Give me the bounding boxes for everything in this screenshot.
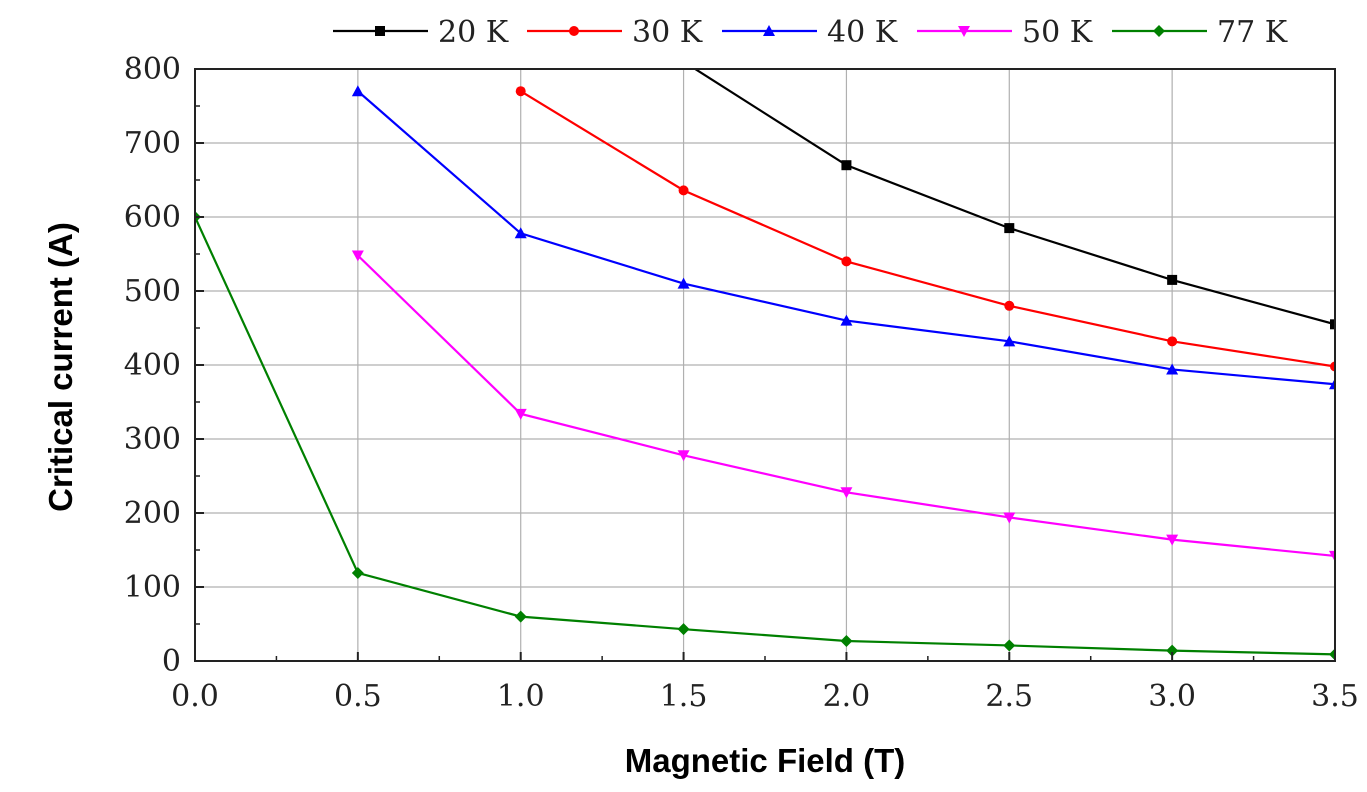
- series-30k: [515, 86, 1335, 372]
- legend-marker-50k: [958, 26, 970, 37]
- x-tick-label: 0.5: [334, 679, 382, 714]
- x-tick-label: 3.5: [1311, 679, 1359, 714]
- data-point-20k: [1330, 319, 1335, 330]
- data-point-77k: [1329, 648, 1335, 661]
- legend-item-50k: 50 K: [917, 15, 1093, 50]
- y-tick-label: 600: [124, 200, 181, 235]
- series-77k: [195, 211, 1335, 661]
- data-point-40k: [840, 314, 853, 326]
- x-tick-label: 1.5: [660, 679, 708, 714]
- legend-label-30k: 30 K: [632, 15, 703, 50]
- data-point-50k: [351, 250, 364, 262]
- legend-marker-30k: [569, 26, 579, 36]
- y-tick-label: 100: [124, 570, 181, 605]
- data-point-77k: [677, 623, 690, 636]
- data-point-50k: [840, 487, 853, 499]
- series-line-30k: [520, 90, 1335, 368]
- data-point-40k: [677, 277, 690, 289]
- axes: 0.0 0.5 1.0 1.5 2.0 2.5 3.0 3.5 0 100 200 300 400 500…: [124, 52, 1359, 714]
- series-50k: [351, 250, 1335, 562]
- data-point-40k: [1166, 363, 1179, 375]
- data-point-20k: [679, 57, 689, 67]
- data-point-50k: [1003, 512, 1016, 524]
- y-tick-label: 200: [124, 496, 181, 531]
- legend-item-20k: 20 K: [333, 15, 509, 50]
- series-layer: [195, 57, 1335, 661]
- x-tick-label: 2.0: [823, 679, 871, 714]
- data-point-30k: [515, 86, 526, 97]
- y-tick-label: 800: [124, 52, 181, 87]
- y-tick-label: 500: [124, 274, 181, 309]
- legend-marker-40k: [763, 25, 775, 36]
- data-point-77k: [840, 635, 853, 648]
- legend-label-40k: 40 K: [827, 15, 898, 50]
- data-point-77k: [351, 566, 364, 579]
- data-point-50k: [1166, 534, 1179, 546]
- legend-item-77k: 77 K: [1112, 15, 1288, 50]
- y-axis-title: Critical current (A): [42, 222, 79, 512]
- data-point-40k: [514, 227, 527, 239]
- x-tick-label: 1.0: [497, 679, 545, 714]
- data-point-30k: [841, 256, 852, 267]
- data-point-30k: [1004, 300, 1015, 311]
- y-tick-label: 700: [124, 126, 181, 161]
- x-tick-label: 0.0: [171, 679, 219, 714]
- legend-label-50k: 50 K: [1022, 15, 1093, 50]
- data-point-77k: [1166, 644, 1179, 657]
- data-point-77k: [1003, 639, 1016, 652]
- grid: [195, 69, 1335, 661]
- series-line-77k: [195, 216, 1335, 656]
- data-point-30k: [678, 185, 689, 196]
- data-point-30k: [1330, 361, 1335, 372]
- y-tick-label: 0: [162, 644, 181, 679]
- data-point-20k: [1004, 223, 1015, 234]
- legend-label-77k: 77 K: [1217, 15, 1288, 50]
- data-point-20k: [1167, 274, 1178, 285]
- data-point-50k: [1329, 550, 1335, 562]
- legend-item-30k: 30 K: [527, 15, 703, 50]
- data-point-77k: [514, 610, 527, 623]
- data-point-50k: [677, 450, 690, 462]
- data-point-30k: [1167, 336, 1178, 347]
- legend-label-20k: 20 K: [438, 15, 509, 50]
- data-point-40k: [351, 85, 364, 97]
- legend-item-40k: 40 K: [722, 15, 898, 50]
- data-point-50k: [514, 408, 527, 420]
- legend-marker-77k: [1153, 25, 1165, 37]
- x-tick-label: 3.0: [1148, 679, 1196, 714]
- legend: 20 K 30 K 40 K 50 K 77 K: [333, 15, 1288, 50]
- data-point-40k: [1003, 335, 1016, 347]
- series-20k: [679, 57, 1335, 330]
- data-point-40k: [1329, 378, 1335, 390]
- series-40k: [351, 85, 1335, 390]
- legend-marker-20k: [375, 26, 385, 36]
- data-point-20k: [841, 160, 852, 171]
- y-tick-label: 300: [124, 422, 181, 457]
- x-axis-title: Magnetic Field (T): [625, 742, 906, 779]
- y-tick-label: 400: [124, 348, 181, 383]
- x-tick-label: 2.5: [985, 679, 1033, 714]
